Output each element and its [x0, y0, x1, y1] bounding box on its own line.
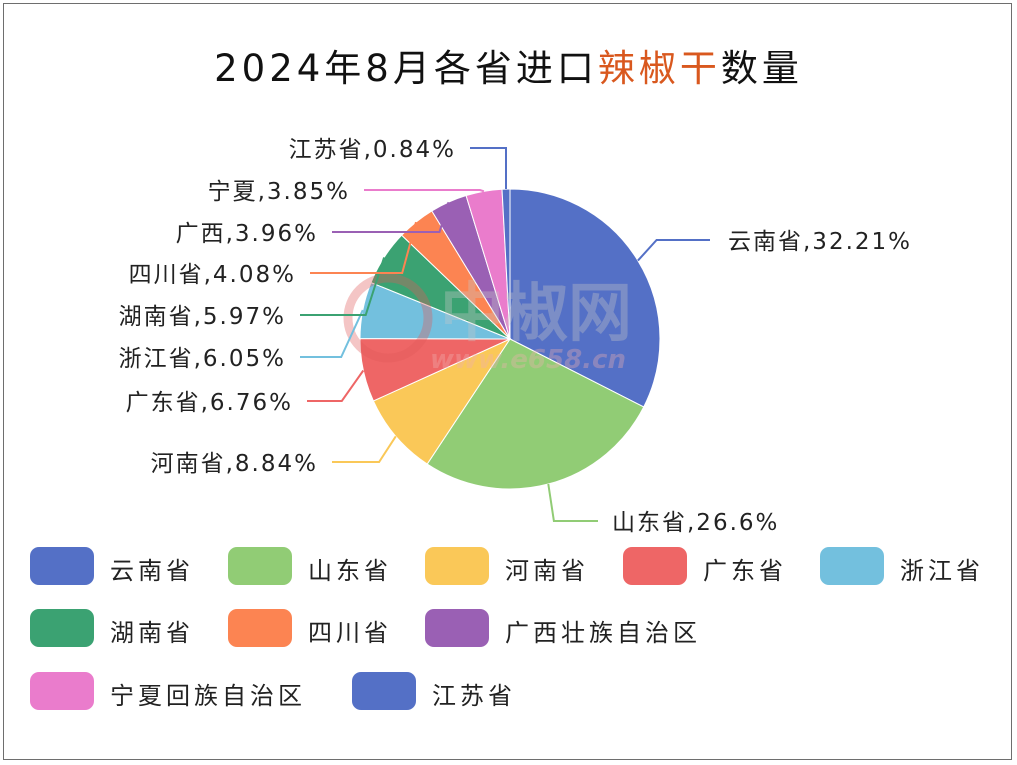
leader-line-0: [637, 239, 710, 262]
slice-label-3: 广东省,6.76%: [126, 390, 293, 416]
title-part-2: 数量: [720, 47, 803, 90]
slice-label-7: 广西,3.96%: [176, 221, 318, 247]
chart-title: 2024年8月各省进口辣椒干数量: [0, 38, 1017, 92]
slice-label-2: 河南省,8.84%: [151, 451, 318, 477]
leader-line-5: [300, 257, 386, 316]
legend-label: 江苏省: [432, 682, 516, 710]
legend-swatch: [820, 547, 884, 585]
pie-slice-2: [372, 337, 512, 465]
leader-line-2: [332, 435, 397, 463]
watermark: 中椒网 www.e658.cn: [343, 273, 632, 375]
title-part-0: 2024年8月各省进口: [214, 47, 598, 90]
legend-swatch: [228, 547, 292, 585]
slice-label-9: 江苏省,0.84%: [289, 137, 456, 163]
pie-slice-1: [426, 338, 645, 490]
legend-label: 云南省: [110, 557, 194, 585]
legend-swatch: [30, 672, 94, 710]
legend-label: 河南省: [505, 557, 589, 585]
label-leaders: [300, 147, 710, 522]
legend-swatch: [228, 609, 292, 647]
legend-swatch: [425, 609, 489, 647]
legend-swatch: [623, 547, 687, 585]
leader-line-6: [310, 221, 417, 274]
legend-label: 广东省: [703, 557, 787, 585]
leader-line-4: [300, 309, 364, 358]
watermark-logo-icon: [343, 273, 433, 363]
legend-swatch: [30, 547, 94, 585]
pie-slice-9: [501, 188, 511, 340]
legend-label: 四川省: [308, 619, 392, 647]
watermark-site: www.e658.cn: [430, 345, 626, 375]
legend-swatch: [352, 672, 416, 710]
legend-label: 湖南省: [110, 619, 194, 647]
legend-label: 山东省: [308, 557, 392, 585]
slice-label-5: 湖南省,5.97%: [119, 304, 286, 330]
legend-label: 广西壮族自治区: [505, 619, 701, 647]
slice-label-1: 山东省,26.6%: [612, 510, 779, 536]
pie-chart: 中椒网 www.e658.cn 云南省,32.21% 山东省,26.6% 河南省,8…: [119, 137, 912, 536]
leader-line-7: [332, 201, 450, 233]
leader-line-9: [470, 147, 507, 189]
legend-swatch: [30, 609, 94, 647]
leader-line-8: [364, 189, 485, 193]
leader-line-1: [547, 483, 598, 522]
slice-label-4: 浙江省,6.05%: [119, 346, 286, 372]
slice-label-6: 四川省,4.08%: [129, 262, 296, 288]
legend-swatch: [425, 547, 489, 585]
title-part-1: 辣椒干: [597, 47, 721, 90]
slice-label-0: 云南省,32.21%: [728, 229, 912, 255]
slice-labels: 云南省,32.21% 山东省,26.6% 河南省,8.84% 广东省,6.76% 浙江省…: [119, 137, 912, 536]
pie-slice-0: [509, 188, 661, 408]
watermark-brand: 中椒网: [440, 277, 632, 351]
pie-slices: [359, 188, 661, 490]
legend-label: 宁夏回族自治区: [110, 682, 306, 710]
leader-line-3: [307, 369, 365, 402]
legend-label: 浙江省: [900, 557, 984, 585]
slice-label-8: 宁夏,3.85%: [208, 179, 350, 205]
